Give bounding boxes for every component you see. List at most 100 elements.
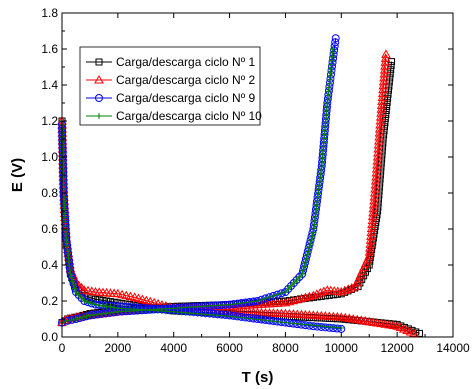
data-point	[315, 287, 326, 297]
legend-swatch-marker	[96, 113, 102, 119]
data-point	[305, 248, 312, 255]
data-point	[329, 54, 338, 63]
data-point	[266, 294, 273, 301]
data-point	[381, 115, 389, 123]
data-point	[242, 299, 249, 306]
data-point	[300, 267, 307, 274]
data-point	[250, 298, 257, 305]
data-point	[71, 285, 78, 292]
data-point	[382, 111, 390, 119]
data-point	[304, 252, 311, 259]
data-point	[280, 297, 291, 307]
data-point	[106, 309, 113, 316]
legend-label: Carga/descarga ciclo Nº 9	[116, 91, 255, 105]
data-point	[262, 295, 269, 302]
data-point	[75, 292, 82, 298]
data-point	[68, 316, 75, 323]
data-point	[121, 290, 132, 300]
data-point	[92, 301, 99, 308]
data-point	[386, 70, 394, 78]
y-tick-label: 1.4	[41, 78, 58, 92]
y-axis-title: E (V)	[9, 158, 26, 192]
data-point	[361, 268, 369, 276]
legend-entry: Carga/descarga ciclo Nº 2	[86, 73, 255, 87]
data-point	[296, 293, 307, 303]
y-tick-label: 1.8	[41, 6, 58, 20]
axis-ticks: 0 2000 4000 6000 8000 10000 12000 14000 0.0 0.2 0.…	[41, 6, 470, 355]
data-point	[90, 311, 97, 318]
data-point	[103, 303, 110, 310]
data-point	[226, 301, 233, 308]
data-point	[85, 299, 92, 306]
data-point	[110, 309, 117, 316]
data-point	[278, 290, 285, 297]
data-point	[96, 302, 103, 309]
legend-label: Carga/descarga ciclo Nº 10	[116, 109, 262, 123]
y-tick-label: 0.8	[41, 186, 58, 200]
data-point	[304, 291, 315, 301]
data-point	[331, 38, 340, 47]
data-point	[72, 289, 79, 295]
y-tick-label: 0.4	[41, 258, 58, 272]
data-point	[68, 274, 75, 281]
data-point	[300, 292, 311, 302]
data-point	[346, 282, 357, 292]
data-point	[285, 286, 292, 292]
data-point	[70, 281, 77, 288]
x-tick-label: 6000	[216, 341, 243, 355]
data-point	[102, 310, 109, 317]
data-point	[86, 312, 93, 319]
data-point	[230, 301, 237, 308]
y-tick-label: 1.6	[41, 42, 58, 56]
data-point	[79, 314, 86, 321]
legend-swatch-marker	[95, 94, 103, 102]
data-point	[292, 294, 303, 304]
data-point	[311, 289, 322, 298]
data-point	[383, 102, 391, 110]
data-point	[302, 259, 309, 266]
data-point	[246, 299, 253, 306]
legend-box	[79, 46, 261, 126]
data-point	[125, 291, 136, 300]
y-tick-label: 1.0	[41, 150, 58, 164]
data-point	[63, 316, 72, 325]
data-point	[83, 313, 90, 320]
data-point	[72, 316, 79, 322]
data-point	[331, 34, 340, 43]
data-point	[307, 240, 314, 247]
y-tick-label: 0.6	[41, 222, 58, 236]
x-tick-label: 2000	[105, 341, 132, 355]
legend-label: Carga/descarga ciclo Nº 2	[116, 73, 255, 87]
data-point	[343, 284, 354, 293]
data-point	[64, 317, 71, 324]
data-point	[112, 288, 123, 298]
data-point	[69, 278, 76, 285]
data-point	[306, 244, 313, 251]
data-point	[254, 298, 261, 304]
data-point	[363, 265, 371, 273]
x-tick-label: 4000	[160, 341, 187, 355]
legend: Carga/descarga ciclo Nº 1 Carga/descarga …	[79, 46, 262, 126]
data-point	[383, 98, 391, 106]
data-point	[88, 300, 95, 307]
data-point	[99, 302, 106, 309]
data-point	[299, 271, 306, 277]
data-point	[339, 285, 350, 295]
series-4	[59, 46, 345, 331]
data-point	[290, 280, 297, 286]
data-point	[308, 290, 319, 300]
legend-entry: Carga/descarga ciclo Nº 1	[86, 55, 255, 69]
data-point	[234, 300, 241, 307]
data-point	[382, 106, 390, 114]
data-point	[98, 310, 105, 317]
x-axis-title: T (s)	[242, 369, 274, 386]
data-point	[76, 315, 83, 322]
data-point	[330, 42, 339, 51]
data-point	[301, 263, 308, 270]
data-point	[274, 291, 281, 298]
data-point	[288, 295, 299, 305]
data-point	[329, 46, 336, 52]
y-tick-label: 0.2	[41, 294, 58, 308]
x-tick-label: 0	[59, 341, 66, 355]
